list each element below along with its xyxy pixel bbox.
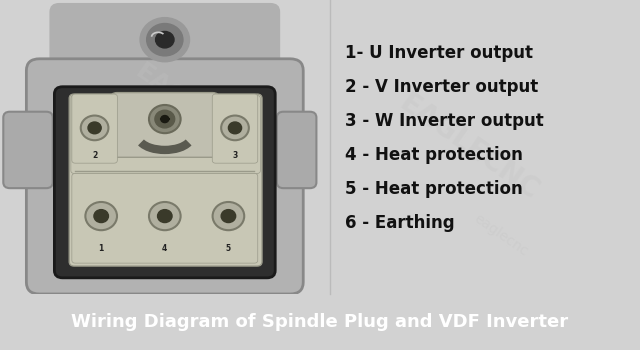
Circle shape	[85, 202, 117, 230]
Circle shape	[149, 202, 180, 230]
Text: 2 - V Inverter output: 2 - V Inverter output	[345, 78, 538, 96]
Text: EAGLECNC: EAGLECNC	[394, 89, 544, 205]
Text: eaglecnc: eaglecnc	[195, 168, 253, 215]
Text: Wiring Diagram of Spindle Plug and VDF Inverter: Wiring Diagram of Spindle Plug and VDF I…	[72, 313, 568, 331]
FancyBboxPatch shape	[72, 94, 117, 163]
Text: eaglecnc: eaglecnc	[471, 212, 530, 259]
FancyBboxPatch shape	[49, 3, 280, 91]
FancyBboxPatch shape	[26, 59, 303, 294]
Circle shape	[147, 23, 183, 56]
FancyBboxPatch shape	[3, 112, 52, 188]
Circle shape	[81, 116, 108, 140]
Text: 3: 3	[232, 151, 237, 160]
FancyBboxPatch shape	[277, 112, 316, 188]
FancyBboxPatch shape	[54, 87, 275, 278]
Circle shape	[221, 210, 236, 223]
Circle shape	[156, 32, 174, 48]
Circle shape	[228, 122, 241, 134]
Circle shape	[221, 116, 249, 140]
FancyBboxPatch shape	[72, 174, 258, 263]
FancyBboxPatch shape	[69, 94, 262, 266]
Circle shape	[157, 210, 172, 223]
Text: 1: 1	[99, 244, 104, 253]
Circle shape	[88, 122, 101, 134]
Text: 6 - Earthing: 6 - Earthing	[345, 215, 455, 232]
FancyBboxPatch shape	[111, 93, 219, 157]
Text: 2: 2	[92, 151, 97, 160]
Circle shape	[149, 105, 180, 133]
Text: 5 - Heat protection: 5 - Heat protection	[345, 180, 523, 198]
Text: 1- U Inverter output: 1- U Inverter output	[345, 44, 533, 62]
Circle shape	[140, 18, 189, 62]
Circle shape	[94, 210, 108, 223]
Text: 4: 4	[162, 244, 168, 253]
Circle shape	[155, 110, 175, 128]
Text: EAGLECNC: EAGLECNC	[131, 60, 265, 164]
Text: 4 - Heat protection: 4 - Heat protection	[345, 146, 523, 164]
Text: 5: 5	[226, 244, 231, 253]
Text: 3 - W Inverter output: 3 - W Inverter output	[345, 112, 544, 130]
FancyBboxPatch shape	[212, 94, 258, 163]
Circle shape	[212, 202, 244, 230]
Circle shape	[161, 116, 169, 122]
FancyBboxPatch shape	[71, 96, 260, 174]
